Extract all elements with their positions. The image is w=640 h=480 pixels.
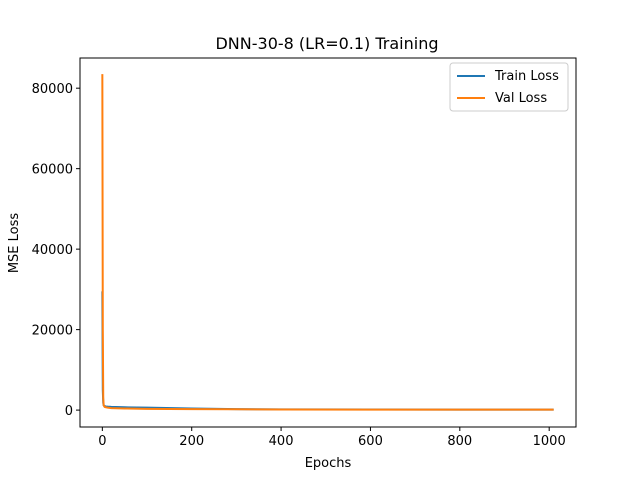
x-tick-label: 1000	[533, 434, 566, 449]
y-axis: 0 20000 40000 60000 80000	[32, 82, 80, 419]
y-tick-label: 40000	[32, 243, 73, 258]
x-tick-label: 0	[98, 434, 106, 449]
x-tick-label: 600	[358, 434, 383, 449]
series-line-val-loss	[101, 74, 554, 411]
series-line-train-loss	[101, 291, 554, 411]
chart-title: DNN-30-8 (LR=0.1) Training	[215, 34, 438, 53]
legend: Train Loss Val Loss	[449, 62, 569, 112]
x-axis-label: Epochs	[305, 456, 352, 471]
y-axis-label: MSE Loss	[7, 213, 22, 274]
x-axis: 0 200 400 600 800 1000	[98, 427, 566, 449]
y-tick-label: 20000	[32, 324, 73, 339]
x-tick-label: 200	[179, 434, 204, 449]
series-layer	[101, 74, 554, 411]
x-tick-label: 800	[447, 434, 472, 449]
y-tick-label: 80000	[32, 82, 73, 97]
y-tick-label: 60000	[32, 163, 73, 178]
x-tick-label: 400	[269, 434, 294, 449]
plot-frame	[79, 57, 577, 428]
legend-label-train-loss: Train Loss	[494, 69, 559, 84]
y-tick-label: 0	[65, 404, 73, 419]
legend-label-val-loss: Val Loss	[495, 91, 547, 106]
